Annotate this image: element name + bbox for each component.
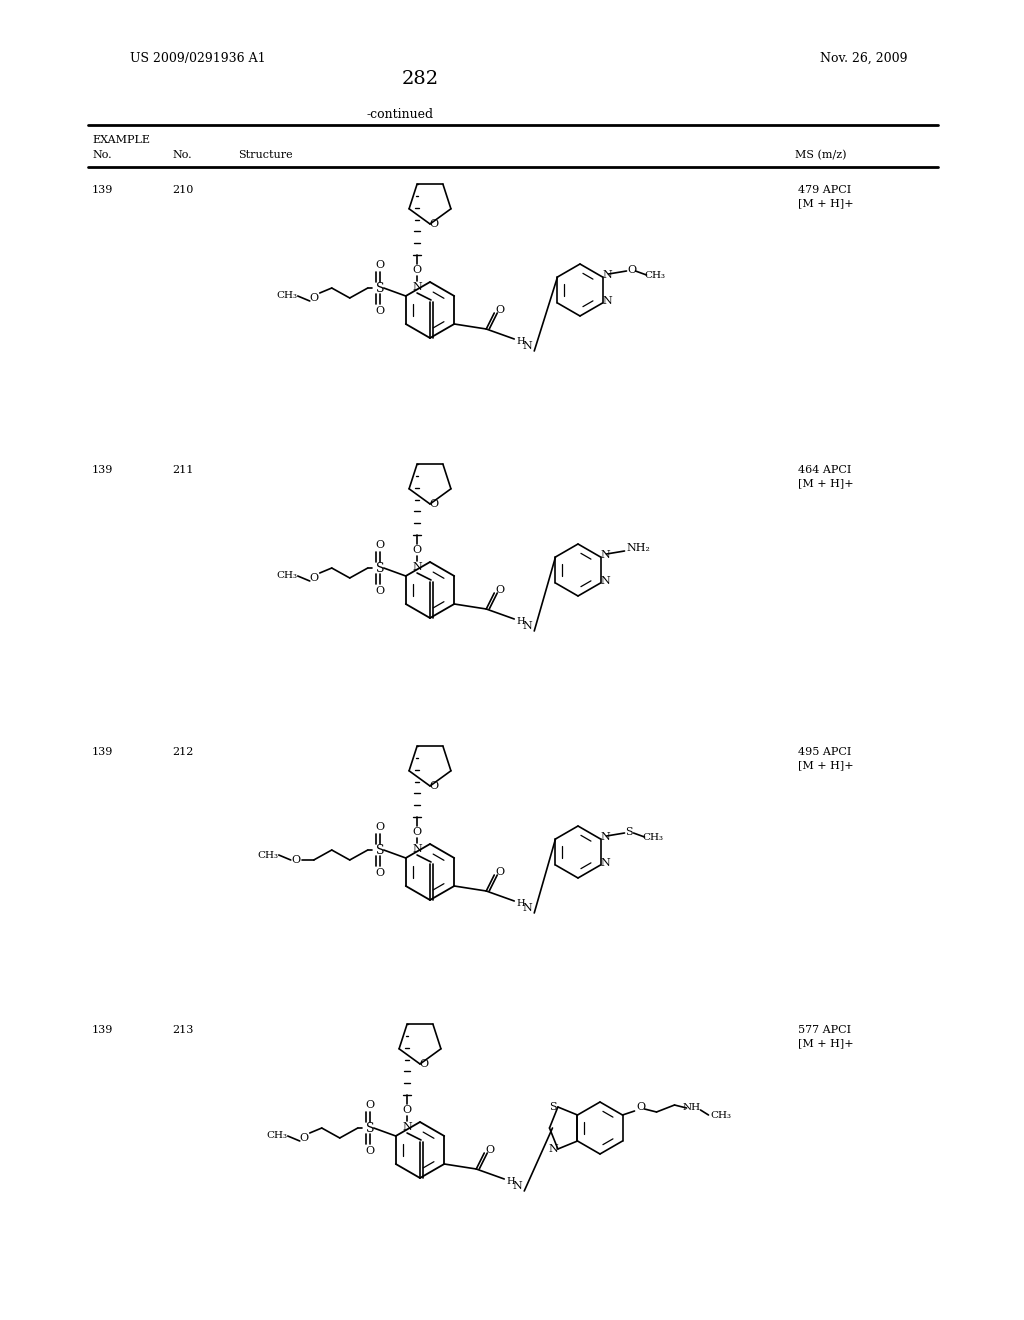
Text: O: O xyxy=(485,1144,495,1155)
Text: [M + H]+: [M + H]+ xyxy=(798,1038,854,1048)
Text: 210: 210 xyxy=(172,185,194,195)
Text: O: O xyxy=(413,828,422,837)
Text: O: O xyxy=(420,1059,429,1069)
Text: No.: No. xyxy=(92,150,112,160)
Text: N: N xyxy=(413,282,422,292)
Text: O: O xyxy=(496,585,505,595)
Text: N: N xyxy=(413,843,422,854)
Text: O: O xyxy=(413,265,422,275)
Text: Structure: Structure xyxy=(238,150,293,160)
Text: CH₃: CH₃ xyxy=(644,271,665,280)
Text: O: O xyxy=(429,219,438,228)
Text: EXAMPLE: EXAMPLE xyxy=(92,135,150,145)
Text: 464 APCI: 464 APCI xyxy=(798,465,851,475)
Text: 212: 212 xyxy=(172,747,194,756)
Text: N: N xyxy=(601,550,610,560)
Text: US 2009/0291936 A1: US 2009/0291936 A1 xyxy=(130,51,265,65)
Text: O: O xyxy=(636,1102,645,1111)
Text: [M + H]+: [M + H]+ xyxy=(798,198,854,209)
Text: S: S xyxy=(376,561,384,574)
Text: N: N xyxy=(522,903,532,913)
Text: S: S xyxy=(366,1122,374,1134)
Text: 282: 282 xyxy=(401,70,438,88)
Text: S: S xyxy=(376,281,384,294)
Text: O: O xyxy=(375,869,384,878)
Text: O: O xyxy=(309,293,318,304)
Text: S: S xyxy=(376,843,384,857)
Text: O: O xyxy=(299,1133,308,1143)
Text: -continued: -continued xyxy=(367,108,433,121)
Text: N: N xyxy=(522,620,532,631)
Text: N: N xyxy=(402,1122,412,1133)
Text: 577 APCI: 577 APCI xyxy=(798,1026,851,1035)
Text: O: O xyxy=(375,586,384,597)
Text: N: N xyxy=(601,858,610,869)
Text: MS (m/z): MS (m/z) xyxy=(795,150,847,160)
Text: 479 APCI: 479 APCI xyxy=(798,185,851,195)
Text: 139: 139 xyxy=(92,1026,114,1035)
Text: S: S xyxy=(625,828,633,837)
Text: O: O xyxy=(309,573,318,583)
Text: 213: 213 xyxy=(172,1026,194,1035)
Text: O: O xyxy=(402,1105,412,1115)
Text: 139: 139 xyxy=(92,465,114,475)
Text: [M + H]+: [M + H]+ xyxy=(798,478,854,488)
Text: N: N xyxy=(603,271,612,280)
Text: O: O xyxy=(375,306,384,315)
Text: CH₃: CH₃ xyxy=(257,850,279,859)
Text: No.: No. xyxy=(172,150,191,160)
Text: O: O xyxy=(366,1100,375,1110)
Text: S: S xyxy=(549,1102,557,1111)
Text: O: O xyxy=(413,545,422,554)
Text: O: O xyxy=(366,1146,375,1156)
Text: N: N xyxy=(601,832,610,842)
Text: CH₃: CH₃ xyxy=(276,572,297,581)
Text: N: N xyxy=(601,576,610,586)
Text: NH₂: NH₂ xyxy=(627,543,650,553)
Text: N: N xyxy=(413,562,422,572)
Text: O: O xyxy=(429,499,438,510)
Text: NH: NH xyxy=(682,1102,700,1111)
Text: [M + H]+: [M + H]+ xyxy=(798,760,854,770)
Text: 211: 211 xyxy=(172,465,194,475)
Text: N: N xyxy=(548,1144,558,1154)
Text: H: H xyxy=(506,1176,515,1185)
Text: 495 APCI: 495 APCI xyxy=(798,747,851,756)
Text: O: O xyxy=(496,867,505,876)
Text: H: H xyxy=(516,616,524,626)
Text: Nov. 26, 2009: Nov. 26, 2009 xyxy=(820,51,907,65)
Text: O: O xyxy=(375,260,384,271)
Text: O: O xyxy=(496,305,505,315)
Text: H: H xyxy=(516,337,524,346)
Text: CH₃: CH₃ xyxy=(710,1110,731,1119)
Text: H: H xyxy=(516,899,524,908)
Text: O: O xyxy=(375,540,384,550)
Text: 139: 139 xyxy=(92,747,114,756)
Text: O: O xyxy=(375,822,384,832)
Text: O: O xyxy=(429,781,438,791)
Text: 139: 139 xyxy=(92,185,114,195)
Text: N: N xyxy=(512,1181,522,1191)
Text: O: O xyxy=(291,855,300,865)
Text: CH₃: CH₃ xyxy=(642,833,663,842)
Text: O: O xyxy=(627,265,636,275)
Text: N: N xyxy=(522,341,532,351)
Text: CH₃: CH₃ xyxy=(266,1131,288,1140)
Text: N: N xyxy=(603,296,612,306)
Text: CH₃: CH₃ xyxy=(276,292,297,301)
